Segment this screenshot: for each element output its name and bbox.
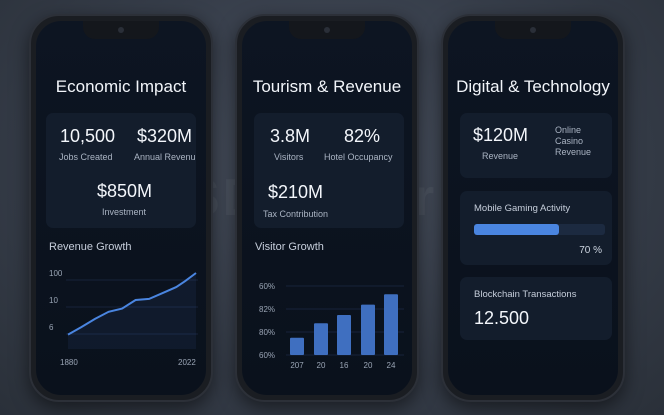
revenue-value: $120M	[473, 125, 529, 145]
y-tick-label: 10	[49, 296, 58, 305]
y-tick-label: 82%	[259, 305, 275, 314]
gaming-progress-fill	[474, 224, 560, 235]
gaming-percent: 70 %	[579, 245, 602, 256]
stat-label: Tax Contribution	[263, 209, 329, 219]
y-tick-label: 6	[49, 323, 54, 332]
gaming-card: Mobile Gaming Activity 70 %	[460, 191, 612, 265]
x-tick-label: 2022	[178, 358, 196, 367]
stat-value: 10,500	[60, 126, 116, 146]
stat-value: 3.8M	[270, 126, 311, 146]
phone-tourism: Tourism & Revenue 3.8M Visitors 82% Hote…	[235, 14, 419, 402]
page-title: Economic Impact	[55, 77, 187, 96]
y-tick-label: 100	[49, 269, 63, 278]
gaming-progress-track	[474, 224, 605, 235]
notch	[289, 21, 365, 39]
stat-label: Jobs Created	[59, 152, 113, 162]
notch	[83, 21, 159, 39]
revenue-label: Revenue	[482, 151, 519, 161]
screen: Economic Impact 10,500 Jobs Created $320…	[36, 21, 206, 395]
screen: Digital & Technology $120M Revenue Onlin…	[448, 21, 618, 395]
stat-value: $210M	[268, 182, 324, 202]
bar	[290, 337, 304, 355]
blockchain-title: Blockchain Transactions	[474, 289, 577, 300]
phone-economic: Economic Impact 10,500 Jobs Created $320…	[29, 14, 213, 402]
chart-title: Revenue Growth	[49, 241, 132, 253]
y-tick-label: 60%	[259, 282, 275, 291]
stat-value: $850M	[97, 181, 153, 201]
bar	[361, 304, 375, 355]
stat-label: Visitors	[274, 152, 304, 162]
stat-value: $320M	[137, 126, 193, 146]
y-tick-label: 60%	[259, 351, 275, 360]
x-tick-label: 1880	[60, 358, 78, 367]
stat-label: Hotel Occupancy	[324, 152, 393, 162]
revenue-line	[67, 272, 197, 336]
stat-label: Annual Revenu	[134, 152, 196, 162]
visitor-growth-chart: 60% 82% 80% 60% 207 20 16 20 24	[259, 282, 404, 370]
gaming-title: Mobile Gaming Activity	[474, 203, 571, 214]
stat-value: 82%	[344, 126, 381, 146]
bar	[314, 323, 328, 355]
revenue-growth-chart: 100 10 6 1880 2022	[49, 269, 198, 367]
revenue-card: $120M Revenue Online Casino Revenue	[460, 113, 612, 178]
phone-digital: Digital & Technology $120M Revenue Onlin…	[441, 14, 625, 402]
camera-icon	[118, 27, 124, 33]
stat-label: Investment	[102, 207, 147, 217]
stats-card: 10,500 Jobs Created $320M Annual Revenu …	[46, 113, 196, 228]
stats-card: 3.8M Visitors 82% Hotel Occupancy $210M …	[254, 113, 404, 228]
revenue-description: Online Casino Revenue	[555, 125, 592, 157]
x-tick-label: 24	[387, 361, 396, 370]
notch	[495, 21, 571, 39]
y-tick-label: 80%	[259, 328, 275, 337]
page-title: Tourism & Revenue	[252, 77, 402, 96]
camera-icon	[530, 27, 536, 33]
x-tick-label: 20	[364, 361, 373, 370]
blockchain-value: 12.500	[474, 308, 530, 328]
chart-title: Visitor Growth	[255, 241, 324, 253]
bar	[384, 294, 398, 355]
x-tick-label: 16	[340, 361, 349, 370]
x-tick-label: 20	[317, 361, 326, 370]
page-title: Digital & Technology	[456, 77, 610, 96]
line-area	[68, 273, 196, 349]
blockchain-card: Blockchain Transactions 12.500	[460, 277, 612, 340]
screen: Tourism & Revenue 3.8M Visitors 82% Hote…	[242, 21, 412, 395]
camera-icon	[324, 27, 330, 33]
bar	[337, 314, 351, 355]
x-tick-label: 207	[290, 361, 304, 370]
